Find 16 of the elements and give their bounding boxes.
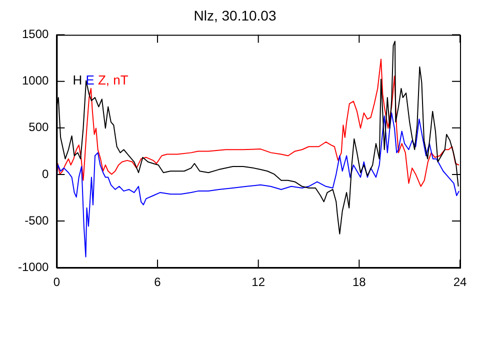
x-tick-label: 0 <box>53 275 60 290</box>
x-tick-label: 24 <box>453 275 467 290</box>
y-tick-label: -500 <box>24 213 50 228</box>
series-label: Z <box>98 72 106 88</box>
y-tick-label: -1000 <box>18 260 50 274</box>
x-tick-label: 12 <box>252 275 266 290</box>
x-tick-label: 18 <box>352 275 366 290</box>
chart-title: Nlz, 30.10.03 <box>194 7 276 24</box>
series-label: H <box>72 72 82 88</box>
annotation: , nT <box>106 72 128 88</box>
x-tick-label: 6 <box>154 275 162 290</box>
y-tick-label: 1000 <box>22 74 50 88</box>
y-tick-label: 1500 <box>22 27 50 42</box>
y-tick-label: 0 <box>42 166 50 181</box>
text: E <box>86 72 95 88</box>
y-tick-label: 500 <box>28 120 50 134</box>
